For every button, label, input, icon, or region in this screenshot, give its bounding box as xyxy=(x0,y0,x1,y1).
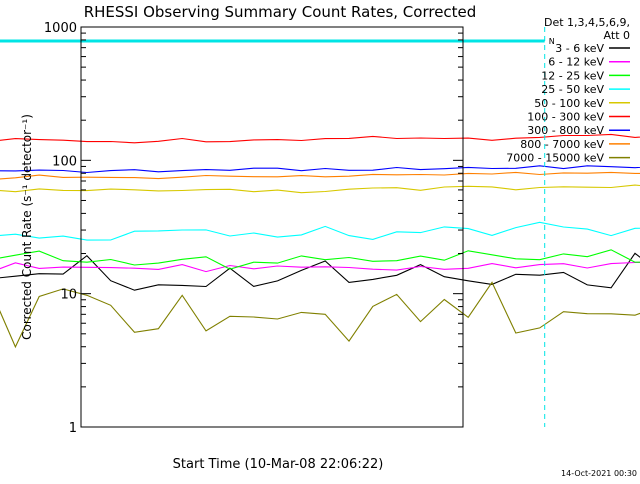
series-line-8 xyxy=(0,171,640,180)
legend-item-label: 50 - 100 keV xyxy=(534,97,604,110)
series-line-2 xyxy=(0,261,640,273)
x-axis-label: Start Time (10-Mar-08 22:06:22) xyxy=(173,457,384,472)
legend-attenuator-line: Att 0 xyxy=(604,29,630,42)
series-line-5 xyxy=(0,184,640,194)
chart-title: RHESSI Observing Summary Count Rates, Co… xyxy=(84,3,477,21)
series-line-3 xyxy=(0,249,640,270)
legend-item-label: 7000 - 15000 keV xyxy=(506,152,604,165)
series-line-7 xyxy=(0,165,640,174)
saa-marker-label: N xyxy=(549,37,555,46)
night-markers: N xyxy=(0,27,555,427)
y-tick-label: 100 xyxy=(52,154,77,169)
legend-item-label: 800 - 7000 keV xyxy=(520,138,604,151)
plot-border xyxy=(80,26,464,428)
legend-item-label: 12 - 25 keV xyxy=(541,69,604,82)
legend-item-label: 25 - 50 keV xyxy=(541,83,604,96)
y-tick-label: 10 xyxy=(60,288,77,303)
series-lines xyxy=(0,133,640,349)
legend-item-label: 6 - 12 keV xyxy=(548,56,604,69)
series-line-9 xyxy=(0,281,640,349)
series-line-1 xyxy=(0,252,640,291)
legend-item-label: 100 - 300 keV xyxy=(527,111,604,124)
y-tick-label: 1000 xyxy=(44,21,77,36)
series-line-6 xyxy=(0,133,640,144)
axes: 110100100022:1522:3022:4523:0023:1523:30… xyxy=(44,21,463,436)
legend-item-label: 3 - 6 keV xyxy=(555,42,604,55)
series-line-4 xyxy=(0,221,640,241)
y-tick-label: 1 xyxy=(69,421,77,436)
plot-frame xyxy=(80,26,464,428)
legend-item-label: 300 - 800 keV xyxy=(527,124,604,137)
y-axis-label: Corrected Count Rate (s⁻¹ detector⁻¹) xyxy=(20,114,34,340)
legend-detector-line: Det 1,3,4,5,6,9, xyxy=(544,16,630,29)
footer-timestamp: 14-Oct-2021 00:30 xyxy=(561,469,637,478)
